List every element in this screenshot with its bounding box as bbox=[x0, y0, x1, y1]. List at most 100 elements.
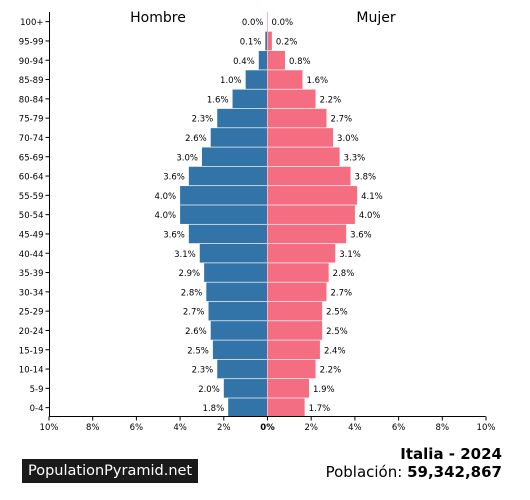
ylabel-10-14: 10-14 bbox=[19, 366, 44, 376]
population-value: 59,342,867 bbox=[407, 463, 502, 481]
ylabel-65-69: 65-69 bbox=[19, 153, 44, 163]
ylabel-85-89: 85-89 bbox=[19, 76, 44, 86]
ylabel-35-39: 35-39 bbox=[19, 269, 44, 279]
bar-male-90-94 bbox=[258, 50, 268, 70]
label-female-10-14: 2.2% bbox=[320, 366, 342, 376]
xtick-label-4: 2% bbox=[217, 423, 231, 433]
ylabel-55-59: 55-59 bbox=[19, 192, 44, 202]
bar-male-85-89 bbox=[245, 70, 268, 89]
ylabel-70-74: 70-74 bbox=[19, 134, 44, 144]
population-label: Población: bbox=[325, 463, 403, 481]
ylabel-30-34: 30-34 bbox=[19, 288, 44, 298]
label-male-15-19: 2.5% bbox=[187, 346, 209, 356]
label-male-85-89: 1.0% bbox=[220, 76, 242, 86]
bar-male-15-19 bbox=[212, 340, 268, 360]
bar-male-30-34 bbox=[206, 282, 268, 302]
ylabel-5-9: 5-9 bbox=[30, 385, 44, 395]
bar-male-20-24 bbox=[210, 321, 268, 340]
ylabel-40-44: 40-44 bbox=[19, 250, 44, 260]
label-female-30-34: 2.7% bbox=[330, 288, 352, 298]
bar-male-55-59 bbox=[180, 186, 268, 205]
bar-male-45-49 bbox=[188, 224, 268, 244]
ylabel-50-54: 50-54 bbox=[19, 211, 44, 221]
ylabel-80-84: 80-84 bbox=[19, 95, 44, 105]
label-male-40-44: 3.1% bbox=[174, 250, 196, 260]
xtick-label-1: 8% bbox=[86, 423, 100, 433]
ylabel-0-4: 0-4 bbox=[30, 404, 44, 414]
label-male-80-84: 1.6% bbox=[207, 95, 229, 105]
bar-male-10-14 bbox=[217, 359, 268, 379]
bar-female-80-84 bbox=[267, 89, 316, 109]
ylabel-95-99: 95-99 bbox=[19, 37, 44, 47]
xtick-label-7: 4% bbox=[348, 423, 362, 433]
bar-male-50-54 bbox=[180, 205, 268, 224]
xtick-label-10: 10% bbox=[477, 423, 496, 433]
bar-female-50-54 bbox=[267, 205, 355, 224]
bar-male-60-64 bbox=[188, 166, 268, 186]
bar-female-70-74 bbox=[267, 128, 334, 147]
bar-male-5-9 bbox=[223, 379, 268, 398]
label-male-70-74: 2.6% bbox=[185, 134, 207, 144]
label-male-35-39: 2.9% bbox=[179, 269, 201, 279]
xtick-label-2: 6% bbox=[130, 423, 144, 433]
label-male-5-9: 2.0% bbox=[198, 385, 220, 395]
label-male-90-94: 0.4% bbox=[233, 57, 255, 67]
xtick-label-0: 10% bbox=[40, 423, 59, 433]
ylabel-75-79: 75-79 bbox=[19, 115, 44, 125]
bar-male-75-79 bbox=[217, 108, 268, 128]
bar-female-5-9 bbox=[267, 379, 310, 398]
bar-female-95-99 bbox=[267, 31, 272, 51]
ylabel-60-64: 60-64 bbox=[19, 173, 44, 183]
label-male-0-4: 1.8% bbox=[203, 404, 225, 414]
ylabel-25-29: 25-29 bbox=[19, 308, 44, 318]
bar-female-85-89 bbox=[267, 70, 303, 89]
xtick-label-3: 4% bbox=[173, 423, 187, 433]
bar-female-35-39 bbox=[267, 263, 329, 282]
label-female-65-69: 3.3% bbox=[344, 153, 366, 163]
label-female-85-89: 1.6% bbox=[306, 76, 328, 86]
label-female-40-44: 3.1% bbox=[339, 250, 361, 260]
bar-male-80-84 bbox=[232, 89, 268, 109]
bar-female-55-59 bbox=[267, 186, 358, 205]
xtick-label-6: 2% bbox=[304, 423, 318, 433]
bar-male-65-69 bbox=[201, 147, 268, 167]
label-female-50-54: 4.0% bbox=[359, 211, 381, 221]
label-female-100+: 0.0% bbox=[272, 18, 294, 28]
bar-male-40-44 bbox=[199, 243, 268, 263]
label-male-65-69: 3.0% bbox=[176, 153, 198, 163]
bar-female-0-4 bbox=[267, 398, 305, 417]
label-female-60-64: 3.8% bbox=[355, 173, 377, 183]
legend-hombre: Hombre bbox=[130, 10, 186, 26]
bar-female-65-69 bbox=[267, 147, 340, 167]
ylabel-90-94: 90-94 bbox=[19, 57, 44, 67]
label-female-70-74: 3.0% bbox=[337, 134, 359, 144]
ylabel-15-19: 15-19 bbox=[19, 346, 44, 356]
label-female-0-4: 1.7% bbox=[309, 404, 331, 414]
label-female-35-39: 2.8% bbox=[333, 269, 355, 279]
ylabel-45-49: 45-49 bbox=[19, 230, 44, 240]
label-female-75-79: 2.7% bbox=[330, 115, 352, 125]
bar-female-40-44 bbox=[267, 243, 336, 263]
bar-female-60-64 bbox=[267, 166, 351, 186]
bar-female-75-79 bbox=[267, 108, 327, 128]
bar-female-25-29 bbox=[267, 301, 323, 321]
label-male-10-14: 2.3% bbox=[192, 366, 214, 376]
label-male-75-79: 2.3% bbox=[192, 115, 214, 125]
label-male-20-24: 2.6% bbox=[185, 327, 207, 337]
bar-male-0-4 bbox=[228, 398, 268, 417]
label-female-80-84: 2.2% bbox=[320, 95, 342, 105]
label-female-5-9: 1.9% bbox=[313, 385, 335, 395]
label-male-30-34: 2.8% bbox=[181, 288, 203, 298]
xtick-label-5: 0% bbox=[260, 423, 275, 433]
country-year-title: Italia - 2024 bbox=[400, 445, 502, 463]
bar-male-70-74 bbox=[210, 128, 268, 147]
label-female-45-49: 3.6% bbox=[350, 230, 372, 240]
label-male-100+: 0.0% bbox=[242, 18, 264, 28]
label-female-90-94: 0.8% bbox=[289, 57, 311, 67]
label-male-95-99: 0.1% bbox=[240, 37, 262, 47]
label-female-25-29: 2.5% bbox=[326, 308, 348, 318]
xtick-label-9: 8% bbox=[436, 423, 450, 433]
brand-logo[interactable]: PopulationPyramid.net bbox=[22, 459, 199, 483]
bar-female-30-34 bbox=[267, 282, 327, 302]
